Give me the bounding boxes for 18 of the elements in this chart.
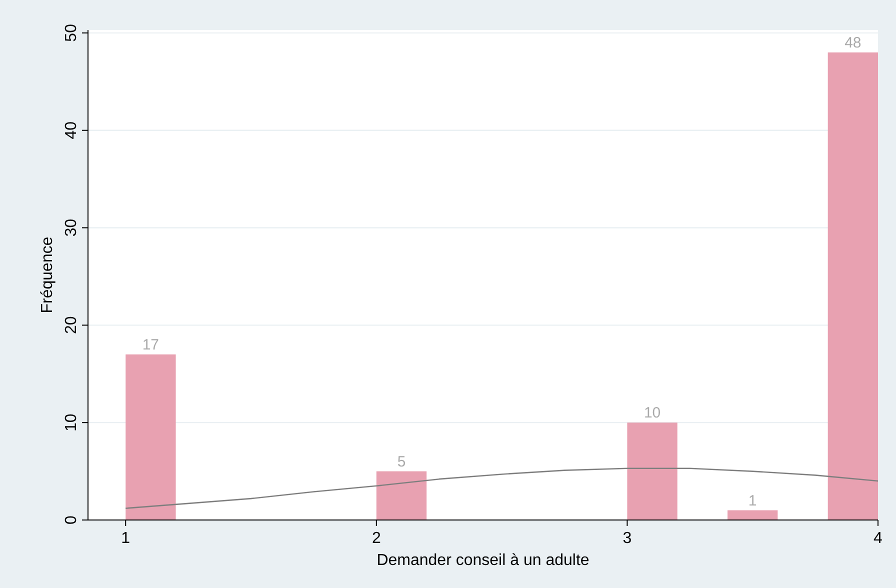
y-tick-label: 0 — [63, 515, 80, 524]
x-tick-label: 1 — [121, 530, 130, 547]
data-label: 48 — [844, 34, 862, 52]
x-tick-label: 2 — [372, 530, 381, 547]
data-label: 5 — [397, 453, 406, 470]
data-label: 1 — [748, 492, 757, 510]
data-label: 17 — [142, 336, 160, 354]
data-label: 10 — [644, 404, 661, 422]
x-axis-title: Demander conseil à un adulte — [376, 552, 590, 569]
y-tick-label: 20 — [63, 316, 80, 334]
y-axis-title: Fréquence — [39, 236, 56, 314]
x-tick-label: 4 — [874, 530, 883, 547]
y-tick-label: 40 — [63, 121, 80, 140]
y-tick-label: 10 — [63, 414, 80, 432]
line-series — [124, 468, 879, 509]
y-tick-label: 30 — [63, 218, 80, 237]
y-tick-label: 50 — [63, 24, 80, 42]
x-tick-label: 3 — [622, 530, 632, 547]
